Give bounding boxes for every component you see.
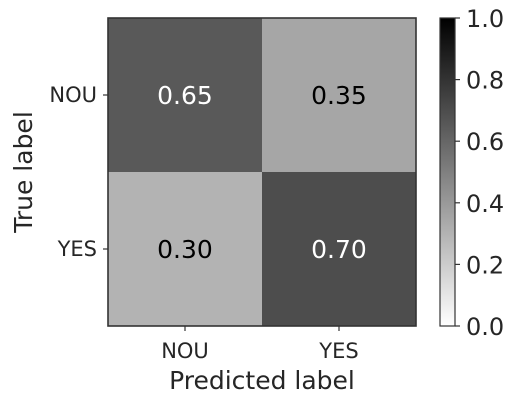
colorbar	[440, 18, 455, 326]
cell-yes-yes-value: 0.70	[311, 235, 367, 264]
x-tick-label: NOU	[161, 339, 209, 363]
colorbar-tick-label: 0.4	[466, 190, 504, 218]
y-tick-label: NOU	[49, 83, 97, 107]
colorbar-tick-label: 0.2	[466, 251, 504, 279]
y-tick-label: YES	[57, 237, 97, 261]
x-axis-label: Predicted label	[169, 366, 355, 395]
y-axis-label: True label	[9, 111, 38, 234]
cell-nou-yes-value: 0.35	[311, 81, 367, 110]
cell-yes-nou-value: 0.30	[157, 235, 213, 264]
matrix-cells	[108, 18, 416, 326]
colorbar-tick-label: 0.8	[466, 67, 504, 95]
colorbar-tick-label: 0.0	[466, 313, 504, 341]
colorbar-tick-label: 0.6	[466, 128, 504, 156]
x-tick-label: YES	[318, 339, 358, 363]
cell-nou-nou-value: 0.65	[157, 81, 213, 110]
colorbar-tick-label: 1.0	[466, 5, 504, 33]
